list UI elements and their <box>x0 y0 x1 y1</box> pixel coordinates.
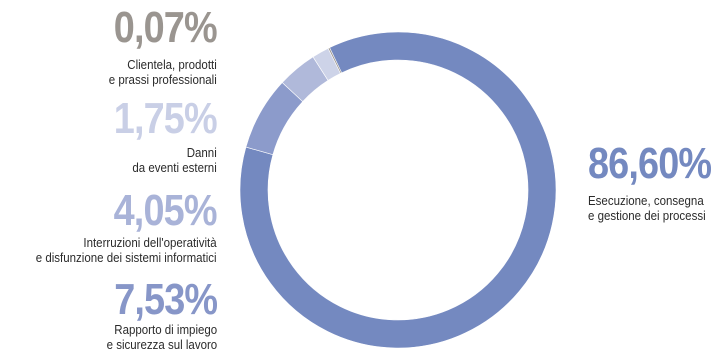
slice-desc-rapporto: Rapporto di impiego e sicurezza sul lavo… <box>106 323 217 352</box>
label-esecuzione: 86,60% Esecuzione, consegna e gestione d… <box>588 142 723 224</box>
slice-desc-clientela: Clientela, prodotti e prassi professiona… <box>108 58 217 87</box>
slice-desc-interruzioni: Interruzioni dell'operatività e disfunzi… <box>36 236 217 265</box>
slice-value-esecuzione: 86,60% <box>588 139 712 188</box>
slice-value-rapporto: 7,53% <box>114 275 218 324</box>
slice-value-clientela: 0,07% <box>114 3 218 52</box>
slice-value-interruzioni: 4,05% <box>114 186 218 235</box>
label-clientela: 0,07% Clientela, prodotti e prassi profe… <box>97 3 218 88</box>
label-rapporto: 7,53% Rapporto di impiego e sicurezza su… <box>97 278 217 353</box>
label-danni: 1,75% Danni da eventi esterni <box>97 94 218 176</box>
slice-desc-danni: Danni da eventi esterni <box>132 146 217 175</box>
slice-value-danni: 1,75% <box>114 94 218 143</box>
label-interruzioni: 4,05% Interruzioni dell'operatività e di… <box>20 186 218 266</box>
slice-desc-esecuzione: Esecuzione, consegna e gestione dei proc… <box>588 194 706 223</box>
donut-slice-clientela <box>327 47 343 74</box>
donut-slice-esecuzione <box>239 31 557 349</box>
